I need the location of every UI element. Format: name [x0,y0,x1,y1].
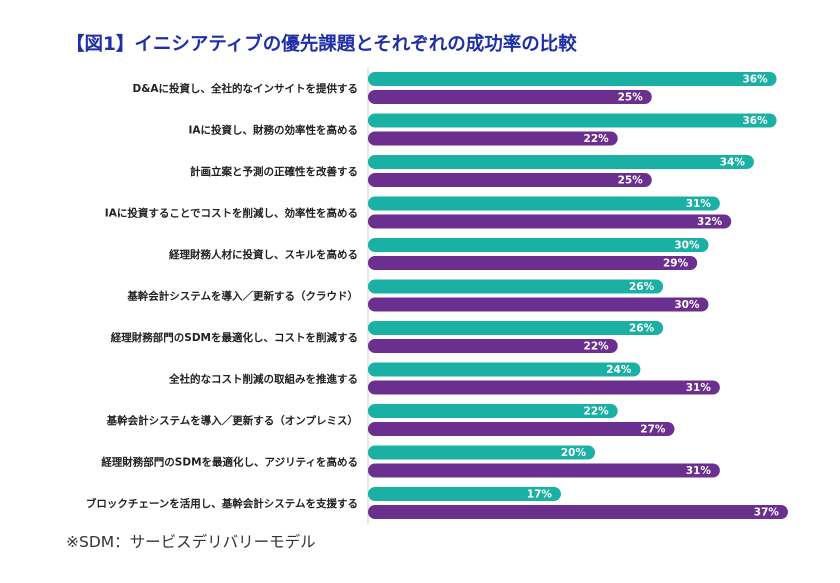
data-label: 31% [686,465,712,477]
bar-series-b [368,173,652,187]
category-group: ブロックチェーンを活用し、基幹会計システムを支援する 17% 37% [86,487,788,519]
data-label: 24% [606,364,632,376]
bar-series-a [368,238,709,252]
category-group: D&Aに投資し、全社的なインサイトを提供する 36% 25% [133,72,777,104]
category-group: 計画立案と予測の正確性を改善する 34% 25% [190,155,754,187]
category-group: 基幹会計システムを導入／更新する（クラウド） 26% 30% [126,279,709,312]
category-group: 経理財務人材に投資し、スキルを高める 30% 29% [169,238,709,270]
data-label: 32% [697,216,723,228]
category-group: IAに投資することでコストを削減し、効率性を高める 31% 32% [105,196,732,229]
data-label: 34% [720,157,746,169]
data-label: 30% [674,240,700,252]
bar-series-b [368,505,788,519]
bar-series-a [368,404,618,418]
bar-series-b [368,463,720,478]
category-label: IAに投資することでコストを削減し、効率性を高める [105,207,358,220]
bar-series-b [368,214,732,229]
bar-series-b [368,380,720,395]
data-label: 25% [618,175,644,187]
bar-series-a [368,279,664,294]
data-label: 26% [629,281,655,293]
data-label: 25% [618,92,644,104]
data-label: 37% [754,507,780,519]
category-label: ブロックチェーンを活用し、基幹会計システムを支援する [86,497,358,510]
bar-series-b [368,131,618,146]
category-label: 経理財務人材に投資し、スキルを高める [169,248,358,261]
data-label: 36% [742,115,768,127]
category-label: 基幹会計システムを導入／更新する（オンプレミス） [106,414,358,427]
category-label: 基幹会計システムを導入／更新する（クラウド） [126,290,358,303]
category-group: 基幹会計システムを導入／更新する（オンプレミス） 22% 27% [106,404,675,436]
data-label: 22% [584,341,610,353]
bar-series-a [368,196,720,211]
category-label: 計画立案と予測の正確性を改善する [190,165,358,178]
data-label: 36% [742,74,768,86]
data-label: 17% [527,489,553,501]
bar-series-b [368,422,675,436]
data-label: 20% [561,447,587,459]
category-group: 経理財務部門のSDMを最適化し、コストを削減する 26% 22% [111,321,664,353]
bar-series-b [368,339,618,353]
bar-series-b [368,90,652,104]
category-label: D&Aに投資し、全社的なインサイトを提供する [133,82,359,95]
bar-series-a [368,72,777,86]
footnote: ※SDM：サービスデリバリーモデル [66,533,316,551]
bar-series-a [368,155,754,169]
bar-series-a [368,113,777,128]
data-label: 22% [584,406,610,418]
category-group: 経理財務部門のSDMを最適化し、アジリティを高める 20% 31% [101,445,720,478]
bar-series-a [368,321,664,335]
category-group: 全社的なコスト削減の取組みを推進する 24% 31% [168,362,720,395]
bar-series-b [368,297,709,312]
data-label: 31% [686,382,712,394]
chart-title: 【図1】イニシアティブの優先課題とそれぞれの成功率の比較 [66,34,577,55]
bar-series-a [368,487,561,501]
bar-series-b [368,256,698,270]
data-label: 27% [640,424,666,436]
data-label: 31% [686,198,712,210]
data-label: 29% [663,258,689,270]
data-label: 22% [584,133,610,145]
data-label: 26% [629,323,655,335]
category-group: IAに投資し、財務の効率性を高める 36% 22% [188,113,777,146]
bar-series-a [368,362,641,377]
bar-series-a [368,445,595,460]
category-label: 経理財務部門のSDMを最適化し、アジリティを高める [101,456,358,469]
category-label: 経理財務部門のSDMを最適化し、コストを削減する [111,331,358,344]
category-label: 全社的なコスト削減の取組みを推進する [168,373,358,386]
category-label: IAに投資し、財務の効率性を高める [188,124,358,137]
data-label: 30% [674,299,700,311]
